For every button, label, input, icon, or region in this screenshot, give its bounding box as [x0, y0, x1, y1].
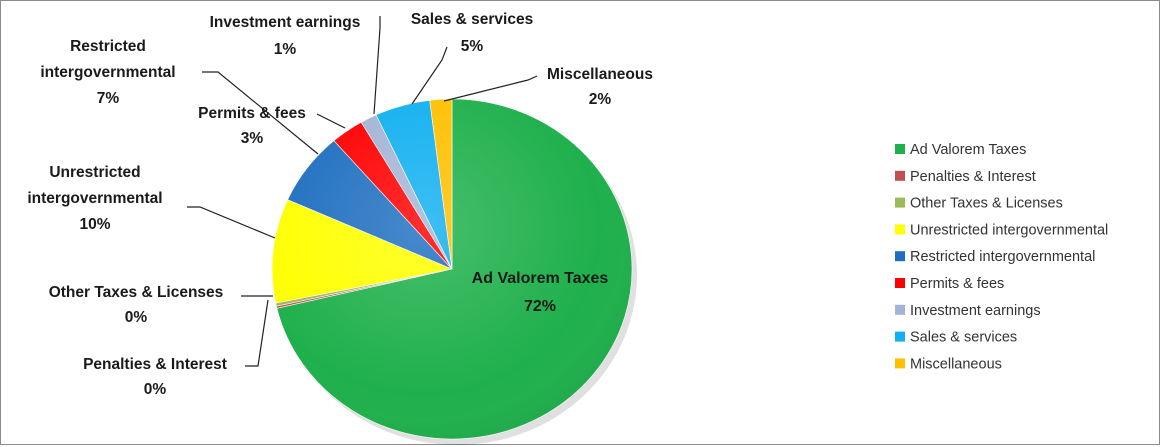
leader-unrestricted-intergovernmental	[187, 206, 276, 239]
legend-item-restricted-intergovernmental: Restricted intergovernmental	[895, 249, 1095, 265]
legend-swatch	[895, 304, 905, 315]
leader-lines	[187, 16, 538, 367]
legend-label: Unrestricted intergovernmental	[910, 222, 1108, 238]
legend-item-unrestricted-intergovernmental: Unrestricted intergovernmental	[895, 222, 1108, 238]
leader-permits-and-fees	[316, 113, 346, 129]
slice-labels: Ad Valorem Taxes 72% Penalties & Interest 0…	[27, 11, 653, 398]
leader-penalties-and-interest	[245, 299, 269, 367]
legend-swatch	[895, 170, 905, 181]
legend-item-penalties-and-interest: Penalties & Interest	[895, 169, 1036, 185]
data-label-unrestricted-intergovernmental: Unrestricted intergovernmental 10%	[27, 164, 162, 233]
legend-label: Ad Valorem Taxes	[910, 142, 1026, 158]
legend-label: Miscellaneous	[910, 356, 1002, 372]
data-label-restricted-intergovernmental: Restricted intergovernmental 7%	[40, 38, 175, 107]
data-label-penalties-and-interest: Penalties & Interest 0%	[83, 356, 227, 398]
legend-label: Sales & services	[910, 330, 1017, 346]
data-label-ad-valorem-taxes: Ad Valorem Taxes 72%	[472, 270, 609, 315]
legend-item-ad-valorem-taxes: Ad Valorem Taxes	[895, 142, 1026, 158]
legend-label: Permits & fees	[910, 276, 1004, 292]
legend-item-sales-and-services: Sales & services	[895, 330, 1017, 346]
leader-miscellaneous	[443, 75, 538, 102]
legend-item-other-taxes-and-licenses: Other Taxes & Licenses	[895, 196, 1063, 212]
legend: Ad Valorem Taxes Penalties & Interest Othe…	[895, 142, 1108, 372]
legend-swatch	[895, 224, 905, 235]
legend-item-miscellaneous: Miscellaneous	[895, 356, 1002, 372]
leader-sales-and-services	[411, 46, 448, 105]
legend-label: Restricted intergovernmental	[910, 249, 1095, 265]
leader-investment-earnings	[373, 16, 381, 115]
legend-swatch	[895, 331, 905, 342]
legend-label: Other Taxes & Licenses	[910, 196, 1063, 212]
data-label-sales-and-services: Sales & services 5%	[411, 11, 533, 55]
leader-restricted-intergovernmental	[202, 71, 319, 155]
legend-swatch	[895, 197, 905, 208]
legend-item-permits-and-fees: Permits & fees	[895, 276, 1004, 292]
legend-item-investment-earnings: Investment earnings	[895, 303, 1041, 319]
legend-label: Investment earnings	[910, 303, 1041, 319]
data-label-permits-and-fees: Permits & fees 3%	[198, 105, 306, 147]
legend-swatch	[895, 251, 905, 262]
data-label-other-taxes-and-licenses: Other Taxes & Licenses 0%	[49, 284, 224, 326]
legend-swatch	[895, 278, 905, 288]
data-label-miscellaneous: Miscellaneous 2%	[547, 66, 653, 108]
legend-swatch	[895, 144, 905, 154]
legend-label: Penalties & Interest	[910, 169, 1036, 185]
data-label-investment-earnings: Investment earnings 1%	[210, 14, 361, 58]
legend-swatch	[895, 358, 905, 369]
